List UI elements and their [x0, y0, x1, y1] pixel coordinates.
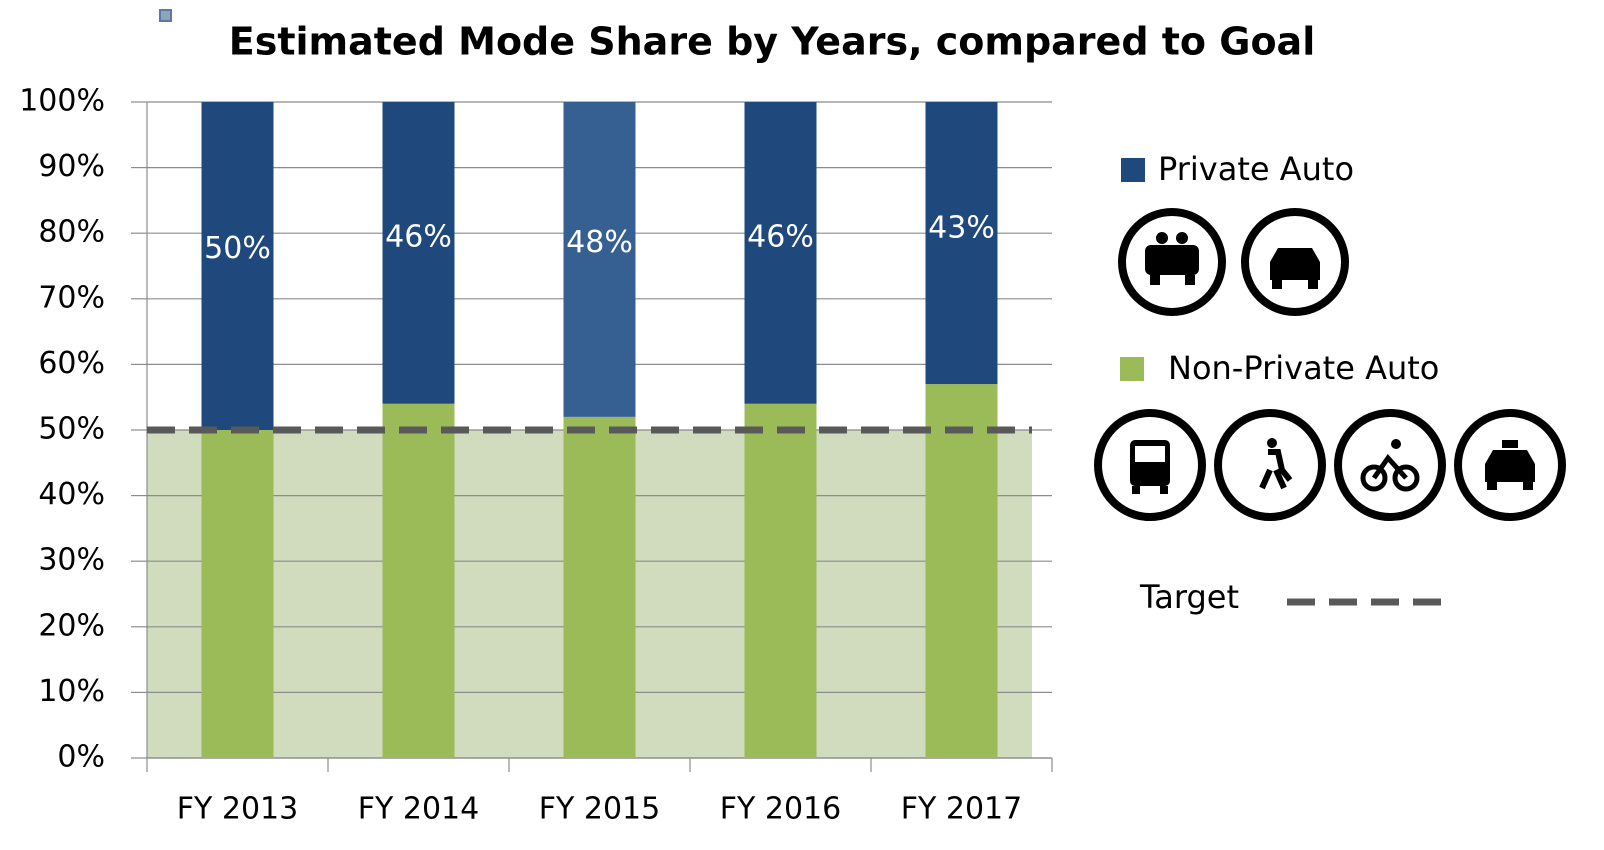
legend-swatch — [1120, 357, 1144, 381]
bar-segment — [382, 403, 455, 758]
value-label: 50% — [204, 231, 271, 266]
y-tick-label: 40% — [38, 477, 105, 512]
y-tick-label: 20% — [38, 608, 105, 643]
y-tick-label: 80% — [38, 215, 105, 250]
legend-label: Private Auto — [1158, 150, 1354, 188]
legend-label: Non-Private Auto — [1168, 349, 1439, 387]
y-tick-label: 100% — [19, 84, 105, 119]
bar-segment — [744, 403, 817, 758]
bar-segment — [563, 416, 636, 758]
y-tick-label: 60% — [38, 346, 105, 381]
value-label: 43% — [928, 210, 995, 245]
bar-segment — [201, 102, 274, 430]
bar-segment — [925, 102, 998, 385]
x-tick-label: FY 2014 — [358, 792, 479, 827]
y-tick-label: 30% — [38, 543, 105, 578]
chart-title: Estimated Mode Share by Years, compared … — [229, 20, 1315, 64]
y-tick-label: 10% — [38, 674, 105, 709]
x-tick-label: FY 2017 — [901, 792, 1022, 827]
value-label: 46% — [385, 219, 452, 254]
corner-marker — [159, 9, 172, 22]
bar-segment — [382, 102, 455, 404]
x-tick-label: FY 2015 — [539, 792, 660, 827]
y-tick-label: 50% — [38, 412, 105, 447]
bar-segment — [925, 384, 998, 758]
y-tick-label: 0% — [57, 740, 105, 775]
bar-segment — [563, 102, 636, 417]
legend-swatch — [1121, 158, 1145, 182]
bar-segment — [744, 102, 817, 404]
x-tick-label: FY 2016 — [720, 792, 841, 827]
y-tick-label: 90% — [38, 149, 105, 184]
bar-segment — [201, 430, 274, 758]
value-label: 48% — [566, 225, 633, 260]
icons — [1094, 208, 1566, 521]
x-tick-label: FY 2013 — [177, 792, 298, 827]
legend-label: Target — [1139, 578, 1239, 616]
y-tick-label: 70% — [38, 280, 105, 315]
value-label: 46% — [747, 219, 814, 254]
